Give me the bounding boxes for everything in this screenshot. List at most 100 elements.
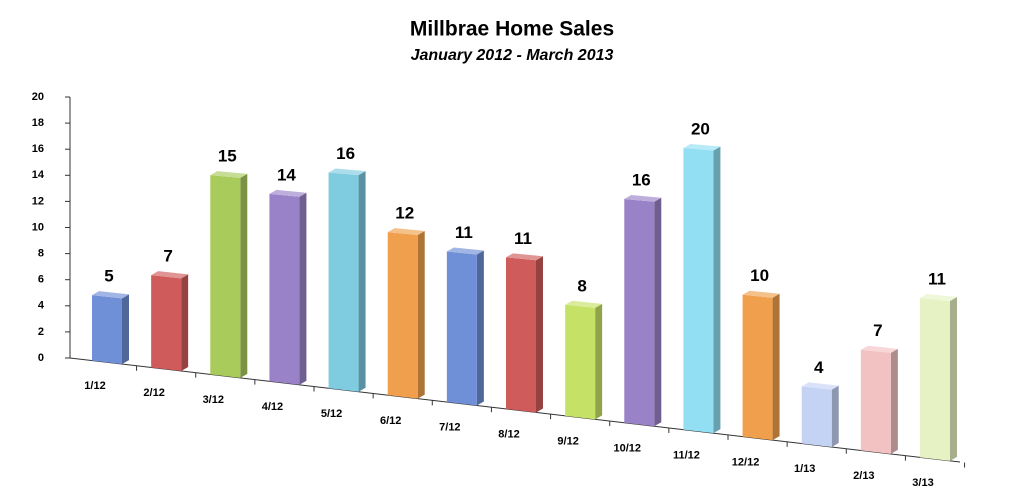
bar-side bbox=[122, 294, 129, 365]
bar-top bbox=[269, 189, 307, 197]
x-tick-label: 8/12 bbox=[498, 429, 519, 441]
bar-top bbox=[860, 345, 898, 353]
bar-front bbox=[624, 199, 655, 427]
y-tick-label: 20 bbox=[32, 91, 44, 103]
x-tick-label: 11/12 bbox=[673, 449, 700, 461]
x-tick-label: 2/12 bbox=[143, 387, 164, 399]
bar-side bbox=[890, 348, 898, 454]
bar bbox=[446, 247, 484, 406]
bar-side bbox=[595, 303, 603, 420]
bar-side bbox=[417, 230, 425, 399]
bar-top bbox=[151, 271, 189, 279]
bar-front bbox=[920, 298, 950, 461]
bar-side bbox=[240, 173, 248, 378]
bar bbox=[269, 189, 307, 385]
y-tick-label: 2 bbox=[38, 326, 44, 338]
data-label: 15 bbox=[218, 147, 237, 166]
bar-top bbox=[506, 253, 543, 261]
bar-top bbox=[565, 300, 603, 308]
bar bbox=[860, 345, 898, 454]
bar bbox=[387, 228, 425, 399]
bar-side bbox=[654, 197, 662, 427]
x-tick-label: 3/12 bbox=[203, 394, 224, 406]
data-label: 7 bbox=[873, 321, 882, 340]
data-label: 16 bbox=[632, 171, 651, 190]
bar bbox=[328, 168, 366, 392]
bar bbox=[801, 382, 839, 448]
x-tick-label: 9/12 bbox=[557, 436, 578, 448]
data-label: 11 bbox=[514, 229, 532, 248]
bar-side bbox=[713, 146, 721, 434]
data-label: 7 bbox=[163, 247, 172, 266]
bar-front bbox=[683, 148, 714, 434]
y-tick-label: 0 bbox=[38, 352, 44, 364]
data-label: 16 bbox=[336, 144, 355, 163]
bar-top bbox=[920, 294, 957, 301]
bar-front bbox=[210, 175, 241, 378]
x-tick-label: 12/12 bbox=[732, 456, 760, 468]
data-label: 10 bbox=[750, 266, 769, 285]
bar-front bbox=[151, 275, 182, 371]
bar-front bbox=[387, 232, 418, 399]
y-tick-label: 10 bbox=[32, 221, 44, 233]
chart-subtitle: January 2012 - March 2013 bbox=[411, 47, 614, 64]
bar-top bbox=[387, 228, 425, 235]
x-tick-label: 5/12 bbox=[321, 408, 342, 420]
bar-side bbox=[950, 296, 957, 461]
bar-front bbox=[269, 193, 300, 385]
y-tick-label: 14 bbox=[32, 169, 45, 181]
bar bbox=[683, 144, 721, 434]
bar-top bbox=[92, 291, 129, 299]
x-tick-label: 10/12 bbox=[614, 442, 642, 454]
bar bbox=[92, 291, 129, 365]
x-tick-label: 7/12 bbox=[439, 422, 460, 434]
data-label: 5 bbox=[104, 267, 113, 286]
chart-title: Millbrae Home Sales bbox=[410, 18, 614, 41]
x-tick-label: 1/13 bbox=[794, 463, 815, 475]
bar-side bbox=[772, 293, 780, 441]
data-label: 20 bbox=[691, 119, 710, 138]
y-tick-label: 12 bbox=[32, 195, 44, 207]
bar-top bbox=[801, 382, 839, 390]
bar-side bbox=[181, 274, 189, 371]
x-tick-label: 6/12 bbox=[380, 415, 401, 427]
bar-side bbox=[476, 250, 484, 406]
bar-front bbox=[506, 257, 536, 413]
y-tick-label: 4 bbox=[38, 300, 45, 312]
bar-front bbox=[742, 294, 773, 441]
bar bbox=[151, 271, 189, 371]
bar-front bbox=[92, 295, 122, 365]
data-label: 8 bbox=[577, 276, 586, 295]
bar-front bbox=[446, 251, 477, 406]
y-tick-label: 8 bbox=[38, 248, 44, 260]
y-tick-label: 16 bbox=[32, 143, 44, 155]
bar-side bbox=[299, 192, 307, 385]
x-tick-label: 1/12 bbox=[84, 380, 105, 392]
bar bbox=[506, 253, 543, 413]
bar bbox=[920, 294, 957, 461]
bar bbox=[624, 195, 662, 427]
x-tick-label: 3/13 bbox=[912, 477, 933, 489]
bar-top bbox=[210, 171, 248, 178]
bar bbox=[742, 290, 780, 441]
bar-side bbox=[831, 385, 839, 448]
bar-front bbox=[565, 304, 596, 420]
x-tick-label: 4/12 bbox=[262, 401, 283, 413]
bar-top bbox=[624, 195, 662, 202]
y-tick-label: 6 bbox=[38, 274, 44, 286]
data-label: 4 bbox=[814, 358, 824, 377]
bar-top bbox=[742, 290, 780, 298]
data-label: 14 bbox=[277, 165, 296, 184]
data-label: 11 bbox=[928, 270, 946, 289]
bar bbox=[210, 171, 248, 378]
bar-top bbox=[683, 144, 721, 151]
bar-top bbox=[328, 168, 366, 176]
bar-front bbox=[801, 386, 832, 448]
bar-side bbox=[536, 256, 543, 413]
y-tick-label: 18 bbox=[32, 117, 44, 129]
bar bbox=[565, 300, 603, 420]
bar-side bbox=[358, 171, 366, 392]
data-label: 12 bbox=[395, 204, 414, 223]
x-tick-label: 2/13 bbox=[853, 470, 874, 482]
